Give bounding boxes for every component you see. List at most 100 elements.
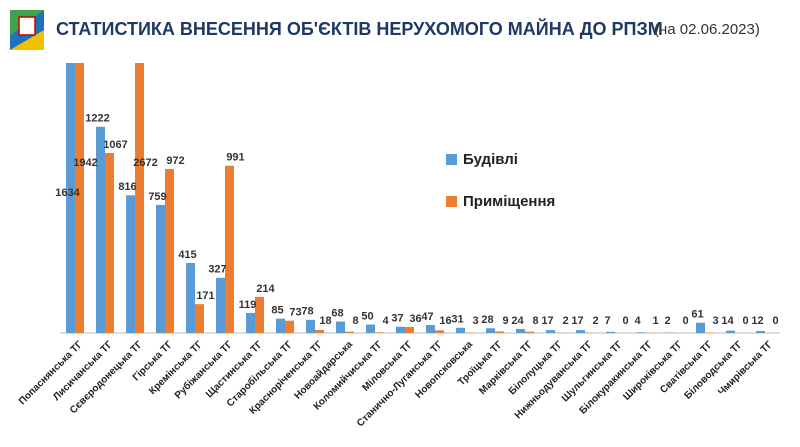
bar (315, 329, 324, 333)
value-label: 68 (331, 307, 343, 319)
bar (546, 330, 555, 333)
value-label: 12 (751, 315, 763, 327)
chart-subtitle: (на 02.06.2023) (654, 21, 760, 38)
bar (246, 312, 255, 333)
bar (426, 325, 435, 333)
value-label: 2 (562, 315, 568, 327)
value-label: 61 (691, 309, 703, 321)
bar (255, 296, 264, 333)
bar (756, 330, 765, 333)
bar (186, 262, 195, 333)
chart-title: СТАТИСТИКА ВНЕСЕННЯ ОБ'ЄКТІВ НЕРУХОМОГО … (56, 18, 663, 39)
value-label: 816 (118, 181, 136, 193)
value-label: 9 (502, 315, 508, 327)
value-label: 73 (289, 307, 301, 319)
bar (495, 331, 504, 333)
value-label: 2 (592, 315, 598, 327)
bar (696, 322, 705, 333)
bar (366, 324, 375, 333)
bar (336, 321, 345, 333)
value-label: 7 (604, 315, 610, 327)
bar (516, 328, 525, 333)
value-label: 415 (178, 249, 196, 261)
bar (126, 195, 135, 333)
value-label: 759 (148, 191, 166, 203)
value-label: 36 (409, 313, 421, 325)
bar (105, 152, 114, 333)
bar (435, 330, 444, 333)
x-tick-label: Сватівська ТГ (658, 339, 715, 396)
value-label: 1222 (85, 113, 109, 125)
value-label: 119 (239, 299, 257, 311)
value-label: 8 (352, 315, 358, 327)
bar (225, 165, 234, 333)
value-label: 17 (541, 315, 553, 327)
value-label: 171 (196, 290, 214, 302)
x-tick-label: Чмирівська ТГ (716, 339, 775, 398)
value-label: 31 (451, 314, 463, 326)
bar (525, 331, 534, 333)
value-label: 0 (622, 315, 628, 327)
bar (465, 332, 474, 333)
value-label: 1942 (73, 157, 97, 169)
value-label: 991 (226, 152, 244, 164)
legend-label: Будівлі (463, 151, 518, 168)
value-label: 2 (664, 315, 670, 327)
bar (456, 327, 465, 333)
value-label: 18 (319, 315, 331, 327)
value-label: 16 (439, 315, 451, 327)
x-tick-label: Кремінська ТГ (147, 339, 205, 397)
value-label: 8 (532, 315, 538, 327)
value-label: 50 (361, 310, 373, 322)
legend-swatch (446, 196, 457, 207)
value-label: 47 (421, 311, 433, 323)
value-label: 17 (571, 315, 583, 327)
bar (306, 319, 315, 333)
value-label: 3 (472, 315, 478, 327)
bar (486, 328, 495, 333)
bar (216, 277, 225, 333)
value-label: 4 (634, 315, 641, 327)
bar (375, 332, 384, 333)
bar (195, 304, 204, 333)
bar (726, 330, 735, 333)
bar (156, 204, 165, 333)
bar (285, 320, 294, 333)
bar (96, 126, 105, 333)
value-label: 3 (712, 315, 718, 327)
value-label: 37 (391, 313, 403, 325)
bar (636, 332, 645, 333)
bar (405, 326, 414, 333)
value-label: 0 (682, 315, 688, 327)
bar (165, 168, 174, 333)
value-label: 327 (208, 264, 226, 276)
logo (10, 10, 44, 50)
value-label: 24 (511, 315, 524, 327)
value-label: 28 (481, 314, 493, 326)
value-label: 85 (271, 305, 283, 317)
bar (75, 63, 84, 333)
x-tick-label: Марківська ТГ (477, 339, 535, 397)
legend-swatch (446, 154, 457, 165)
value-label: 972 (166, 155, 184, 167)
value-label: 0 (772, 315, 778, 327)
value-label: 214 (256, 283, 275, 295)
bar (396, 326, 405, 333)
bar (705, 332, 714, 333)
bar (135, 63, 144, 333)
bar (276, 318, 285, 333)
value-label: 1 (652, 315, 658, 327)
x-tick-label: Білолуцька ТГ (507, 339, 565, 397)
value-label: 1634 (55, 187, 80, 199)
value-label: 4 (382, 315, 389, 327)
bar (576, 330, 585, 333)
bar (66, 63, 75, 333)
legend-label: Приміщення (463, 193, 555, 210)
value-label: 0 (742, 315, 748, 327)
value-label: 2672 (133, 157, 157, 169)
value-label: 14 (721, 315, 734, 327)
bar (345, 331, 354, 333)
bar (606, 331, 615, 333)
plot-area (66, 63, 765, 333)
